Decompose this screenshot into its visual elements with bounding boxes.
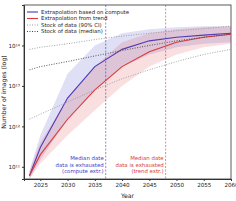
tick: 2030 <box>61 179 76 188</box>
y-axis-title: Number of images (log) <box>0 55 8 128</box>
x-axis-title: Year <box>120 192 135 199</box>
tick-label: 2060 <box>224 182 236 188</box>
tick: 2060 <box>224 179 236 188</box>
series-line <box>29 26 231 49</box>
tick: 10¹⁴ <box>8 43 24 49</box>
band <box>29 26 231 179</box>
annotation-line <box>165 5 166 179</box>
tick: 2045 <box>143 179 158 188</box>
tick: 10¹² <box>8 124 24 130</box>
annotation: Median date <box>70 155 104 161</box>
tick: 10¹³ <box>8 83 24 89</box>
x-axis: 2025 2030 2035 2040 2045 2050 2055 2060 <box>25 179 236 188</box>
annotation-line <box>105 5 106 179</box>
legend: Extrapolation based on computeExtrapolat… <box>27 9 130 35</box>
annotation: (compute extr.) <box>62 168 104 175</box>
tick: 2040 <box>115 179 130 188</box>
tick: 2050 <box>170 179 185 188</box>
band <box>29 26 231 179</box>
series-line <box>29 34 231 176</box>
series-line <box>29 49 231 119</box>
legend-swatch <box>27 24 38 25</box>
tick: 2035 <box>88 179 103 188</box>
annotation: Median date <box>130 155 164 161</box>
axis-line <box>25 180 232 182</box>
tick-label: 2045 <box>143 182 158 188</box>
series-line <box>29 34 231 70</box>
tick-label: 2030 <box>61 182 76 188</box>
legend-swatch <box>27 18 38 19</box>
tick: 10¹¹ <box>8 164 24 170</box>
legend-label: Stock of data (90% CI) <box>41 22 102 28</box>
legend-swatch <box>27 11 38 12</box>
tick-label: 10¹¹ <box>8 164 20 170</box>
plot-frame <box>24 5 231 179</box>
tick-label: 10¹⁴ <box>8 43 20 49</box>
legend-label: Stock of data (median) <box>41 28 103 34</box>
annotation: data is exhausted <box>56 162 104 168</box>
tick-label: 10¹² <box>8 124 20 130</box>
chart: 2025 2030 2035 2040 2045 2050 2055 2060 10¹¹ 10¹²… <box>0 0 236 201</box>
tick: 2025 <box>34 179 49 188</box>
tick-label: 2025 <box>34 182 49 188</box>
y-axis: 10¹¹ 10¹² 10¹³ 10¹⁴ <box>8 6 24 180</box>
annotation: data is exhausted <box>116 162 164 168</box>
tick: 2055 <box>197 179 212 188</box>
tick-label: 10¹³ <box>8 83 20 89</box>
tick-label: 2055 <box>197 182 212 188</box>
marks <box>29 5 231 179</box>
annotation: (trend extr.) <box>131 168 163 174</box>
legend-swatch <box>27 31 38 32</box>
plot: 2025 2030 2035 2040 2045 2050 2055 2060 10¹¹ 10¹²… <box>8 5 236 188</box>
tick-label: 2040 <box>115 182 130 188</box>
tick-label: 2035 <box>88 182 103 188</box>
tick-label: 2050 <box>170 182 185 188</box>
